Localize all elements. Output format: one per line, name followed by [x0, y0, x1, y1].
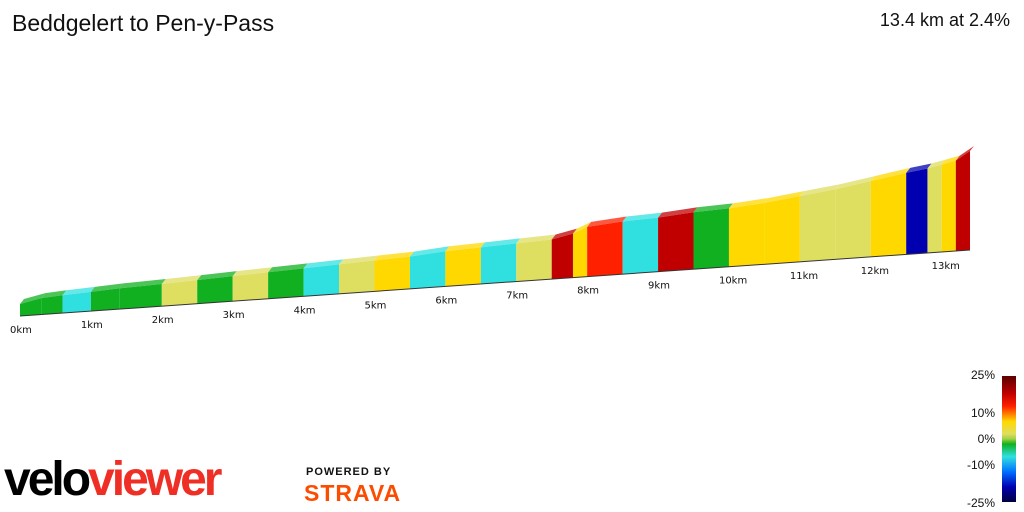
- profile-band: [161, 280, 198, 307]
- profile-band-top: [41, 290, 67, 299]
- profile-band: [445, 247, 481, 287]
- profile-band: [572, 226, 588, 278]
- profile-band-top: [870, 167, 911, 182]
- x-tick-label: 7km: [506, 291, 528, 302]
- x-tick-label: 0km: [10, 325, 32, 336]
- profile-band-top: [941, 155, 960, 165]
- profile-band-top: [835, 176, 875, 190]
- profile-band: [480, 243, 517, 284]
- profile-band: [197, 276, 233, 304]
- profile-band: [119, 283, 162, 310]
- profile-band-top: [658, 207, 698, 218]
- x-tick-label: 9km: [648, 281, 670, 292]
- profile-band: [622, 217, 659, 275]
- powered-by-label: POWERED BY: [306, 466, 392, 478]
- profile-baseline: [19, 249, 971, 317]
- x-tick-label: 13km: [932, 261, 960, 272]
- profile-band: [835, 181, 871, 260]
- profile-band: [90, 288, 120, 312]
- profile-band-top: [622, 212, 663, 222]
- strava-logo[interactable]: STRAVA: [304, 480, 402, 506]
- veloviewer-logo[interactable]: veloviewer: [4, 452, 222, 507]
- profile-band-top: [339, 255, 379, 265]
- profile-band: [955, 151, 970, 251]
- x-tick-label: 6km: [435, 295, 457, 306]
- x-tick-label: 12km: [861, 266, 889, 277]
- profile-band: [764, 196, 800, 265]
- profile-band-top: [90, 283, 124, 292]
- profile-band: [587, 221, 623, 277]
- profile-band: [232, 272, 269, 302]
- x-tick-label: 10km: [719, 276, 747, 287]
- profile-band: [941, 160, 956, 252]
- profile-band: [906, 168, 928, 255]
- profile-band-top: [551, 228, 577, 240]
- profile-band-top: [906, 163, 932, 173]
- profile-band: [516, 239, 552, 282]
- profile-bands: [19, 146, 974, 317]
- profile-band: [870, 172, 907, 257]
- profile-band: [693, 208, 729, 270]
- profile-band-top: [232, 267, 273, 277]
- profile-band-top: [587, 216, 627, 227]
- profile-band-top: [445, 242, 485, 252]
- profile-band: [339, 260, 375, 294]
- profile-band-top: [955, 146, 974, 161]
- x-tick-label: 3km: [223, 310, 245, 321]
- profile-band-top: [161, 275, 202, 284]
- x-tick-label: 1km: [81, 320, 103, 331]
- x-tick-label: 4km: [294, 305, 316, 316]
- profile-band-top: [480, 238, 521, 248]
- x-axis-ticks: 0km 1km 2km 3km 4km 5km 6km 7km 8km 9km 10km 11km 12…: [10, 261, 960, 336]
- x-tick-label: 2km: [152, 315, 174, 326]
- profile-band-top: [197, 271, 237, 281]
- logo-velo: velo: [4, 453, 91, 506]
- profile-band-top: [799, 184, 840, 197]
- profile-band: [799, 189, 836, 262]
- profile-band: [20, 298, 42, 316]
- profile-band: [41, 295, 63, 315]
- profile-band: [409, 251, 446, 289]
- profile-band: [658, 212, 694, 272]
- profile-band-top: [303, 259, 344, 269]
- profile-band-top: [728, 197, 769, 209]
- x-tick-label: 8km: [577, 286, 599, 297]
- x-tick-label: 5km: [364, 300, 386, 311]
- profile-band: [374, 256, 410, 292]
- profile-band-top: [62, 286, 95, 296]
- segment-summary: 13.4 km at 2.4%: [879, 10, 1010, 30]
- profile-band-top: [764, 191, 804, 203]
- profile-band: [728, 202, 765, 267]
- profile-band: [303, 264, 340, 297]
- profile-band-top: [119, 278, 166, 289]
- profile-band: [62, 291, 91, 314]
- profile-band: [268, 268, 304, 299]
- profile-band-top: [516, 234, 556, 244]
- profile-band: [927, 164, 942, 253]
- x-tick-label: 11km: [790, 271, 818, 282]
- profile-band: [551, 233, 573, 280]
- page-title: Beddgelert to Pen-y-Pass: [12, 10, 275, 36]
- profile-band-top: [268, 263, 308, 273]
- profile-band-top: [374, 251, 414, 261]
- profile-band-top: [409, 246, 450, 257]
- logo-viewer: viewer: [88, 453, 222, 506]
- profile-band-top: [693, 203, 733, 213]
- profile-band-top: [572, 221, 592, 234]
- profile-band-top: [20, 293, 46, 304]
- profile-band-top: [927, 159, 946, 169]
